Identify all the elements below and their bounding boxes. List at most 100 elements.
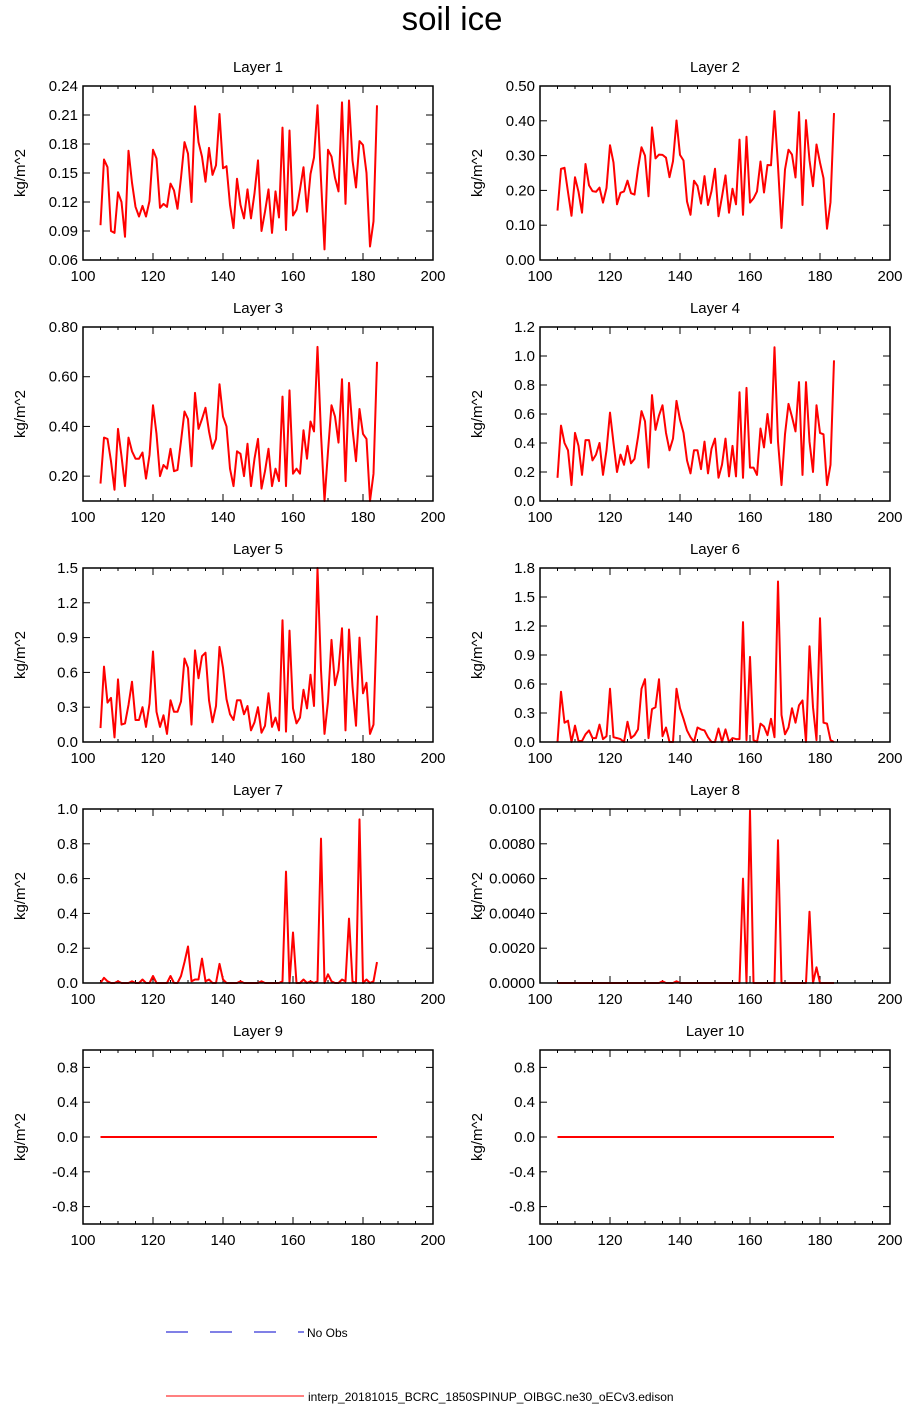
plot-frame-layer-7	[82, 808, 434, 984]
x-tick-label: 200	[877, 750, 902, 767]
x-tick-label: 140	[667, 1232, 692, 1249]
x-tick-label: 180	[807, 1232, 832, 1249]
x-tick-label: 140	[210, 750, 235, 767]
y-tick-label: 0.20	[506, 182, 535, 199]
y-axis-label-layer-6: kg/m^2	[469, 631, 486, 679]
y-tick-label: 0.6	[514, 676, 535, 693]
x-tick-label: 160	[280, 509, 305, 526]
series-line-layer-3	[99, 345, 378, 502]
y-tick-label: 0.30	[506, 148, 535, 165]
y-tick-label: 0.21	[49, 107, 78, 124]
x-tick-label: 140	[667, 991, 692, 1008]
y-tick-label: 0.15	[49, 165, 78, 182]
y-tick-label: 0.40	[506, 113, 535, 130]
x-tick-label: 200	[420, 268, 445, 285]
x-tick-label: 200	[877, 509, 902, 526]
y-axis-label-layer-10: kg/m^2	[469, 1113, 486, 1161]
figure-title: soil ice	[402, 0, 503, 37]
x-tick-label: 180	[807, 991, 832, 1008]
panel-layer-3: Layer 3 kg/m^2 100 120 140 160 180 200 0.20 0.40 0…	[12, 300, 446, 526]
panel-title-layer-6: Layer 6	[690, 541, 740, 558]
y-tick-label: 0.0060	[489, 871, 535, 888]
panel-title-layer-3: Layer 3	[233, 300, 283, 317]
x-tick-label: 140	[667, 268, 692, 285]
x-tick-label: 200	[420, 509, 445, 526]
y-tick-label: 0.0	[57, 734, 78, 751]
y-tick-label: -0.4	[509, 1164, 535, 1181]
panel-title-layer-9: Layer 9	[233, 1023, 283, 1040]
y-tick-label: 0.0020	[489, 940, 535, 957]
y-axis-label-layer-5: kg/m^2	[12, 631, 29, 679]
y-tick-label: 0.00	[506, 252, 535, 269]
x-tick-label: 180	[350, 509, 375, 526]
x-tick-label: 100	[527, 750, 552, 767]
y-tick-label: 1.2	[57, 595, 78, 612]
x-tick-label: 140	[210, 1232, 235, 1249]
y-axis-label-layer-4: kg/m^2	[469, 390, 486, 438]
y-tick-label: 0.12	[49, 194, 78, 211]
y-tick-label: 0.0100	[489, 801, 535, 818]
y-tick-label: 1.2	[514, 618, 535, 635]
x-tick-label: 160	[280, 268, 305, 285]
x-tick-label: 120	[140, 750, 165, 767]
x-tick-label: 100	[527, 509, 552, 526]
y-tick-label: 0.10	[506, 217, 535, 234]
x-tick-label: 120	[597, 991, 622, 1008]
y-tick-label: 0.0	[57, 975, 78, 992]
series-line-layer-4	[556, 346, 835, 487]
x-tick-label: 180	[350, 991, 375, 1008]
y-tick-label: 0.60	[49, 369, 78, 386]
x-tick-label: 120	[597, 750, 622, 767]
legend-obs-label: No Obs	[307, 1326, 348, 1340]
panel-title-layer-10: Layer 10	[686, 1023, 744, 1040]
x-tick-label: 140	[667, 509, 692, 526]
series-line-layer-7	[99, 818, 378, 984]
x-tick-label: 100	[527, 991, 552, 1008]
plot-frame-layer-1	[82, 85, 434, 261]
y-tick-label: 1.2	[514, 319, 535, 336]
x-tick-label: 140	[210, 268, 235, 285]
x-tick-label: 100	[527, 1232, 552, 1249]
x-tick-label: 160	[737, 268, 762, 285]
y-tick-label: 0.80	[49, 319, 78, 336]
y-tick-label: 0.09	[49, 223, 78, 240]
y-tick-label: 0.0080	[489, 836, 535, 853]
y-tick-label: 0.9	[514, 647, 535, 664]
y-tick-label: 0.40	[49, 418, 78, 435]
y-tick-label: 1.0	[57, 801, 78, 818]
x-tick-label: 120	[140, 509, 165, 526]
y-tick-label: 0.6	[514, 406, 535, 423]
x-tick-label: 160	[280, 991, 305, 1008]
y-tick-label: 0.0	[514, 734, 535, 751]
panel-layer-2: Layer 2 kg/m^2 100 120 140 160 180 200 0.00 0.10 0…	[469, 59, 903, 285]
series-line-layer-2	[556, 110, 835, 230]
panel-layer-4: Layer 4 kg/m^2 100 120 140 160 180 200 0.0 0.2 0.4…	[469, 300, 903, 526]
y-tick-label: 0.9	[57, 630, 78, 647]
panel-grid: Layer 1 kg/m^2 100 120 140 160 180 200 0.06 0.09 0…	[12, 59, 903, 1249]
x-tick-label: 200	[877, 268, 902, 285]
series-line-layer-5	[99, 567, 378, 739]
series-line-layer-8	[557, 809, 834, 984]
legend-model-label: interp_20181015_BCRC_1850SPINUP_OIBGC.ne…	[308, 1390, 674, 1404]
x-tick-label: 100	[70, 1232, 95, 1249]
y-tick-label: 0.0	[514, 493, 535, 510]
y-tick-label: 0.0	[514, 1129, 535, 1146]
panel-layer-10: Layer 10 kg/m^2 100 120 140 160 180 200 -0.8 -0.4…	[469, 1023, 903, 1249]
panel-layer-6: Layer 6 kg/m^2 100 120 140 160 180 200 0.0 0.3 0.6…	[469, 541, 903, 767]
y-axis-label-layer-1: kg/m^2	[12, 149, 29, 197]
x-tick-label: 180	[350, 1232, 375, 1249]
x-tick-label: 160	[737, 750, 762, 767]
y-tick-label: 0.0040	[489, 905, 535, 922]
x-tick-label: 140	[667, 750, 692, 767]
x-tick-label: 200	[420, 991, 445, 1008]
x-tick-label: 180	[350, 750, 375, 767]
y-axis-label-layer-3: kg/m^2	[12, 390, 29, 438]
x-tick-label: 200	[420, 750, 445, 767]
panel-layer-1: Layer 1 kg/m^2 100 120 140 160 180 200 0.06 0.09 0…	[12, 59, 446, 285]
plot-frame-layer-5	[82, 567, 434, 743]
x-tick-label: 160	[737, 991, 762, 1008]
y-tick-label: -0.8	[52, 1199, 78, 1216]
y-axis-label-layer-7: kg/m^2	[12, 872, 29, 920]
x-tick-label: 100	[527, 268, 552, 285]
x-tick-label: 180	[807, 509, 832, 526]
